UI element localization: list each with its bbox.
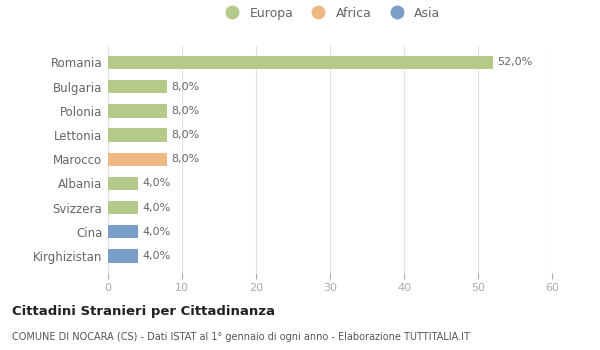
Bar — [108, 177, 137, 190]
Text: 4,0%: 4,0% — [142, 178, 170, 188]
Text: COMUNE DI NOCARA (CS) - Dati ISTAT al 1° gennaio di ogni anno - Elaborazione TUT: COMUNE DI NOCARA (CS) - Dati ISTAT al 1°… — [12, 332, 470, 343]
Text: 8,0%: 8,0% — [172, 154, 200, 164]
Bar — [108, 56, 493, 69]
Bar — [108, 104, 167, 118]
Bar — [108, 153, 167, 166]
Text: 8,0%: 8,0% — [172, 106, 200, 116]
Bar — [108, 249, 137, 262]
Bar — [108, 225, 137, 238]
Bar — [108, 128, 167, 142]
Bar — [108, 80, 167, 93]
Text: 8,0%: 8,0% — [172, 130, 200, 140]
Text: 4,0%: 4,0% — [142, 203, 170, 213]
Legend: Europa, Africa, Asia: Europa, Africa, Asia — [215, 2, 445, 25]
Text: 4,0%: 4,0% — [142, 227, 170, 237]
Bar — [108, 201, 137, 214]
Text: 52,0%: 52,0% — [497, 57, 532, 68]
Text: 8,0%: 8,0% — [172, 82, 200, 92]
Text: Cittadini Stranieri per Cittadinanza: Cittadini Stranieri per Cittadinanza — [12, 304, 275, 317]
Text: 4,0%: 4,0% — [142, 251, 170, 261]
